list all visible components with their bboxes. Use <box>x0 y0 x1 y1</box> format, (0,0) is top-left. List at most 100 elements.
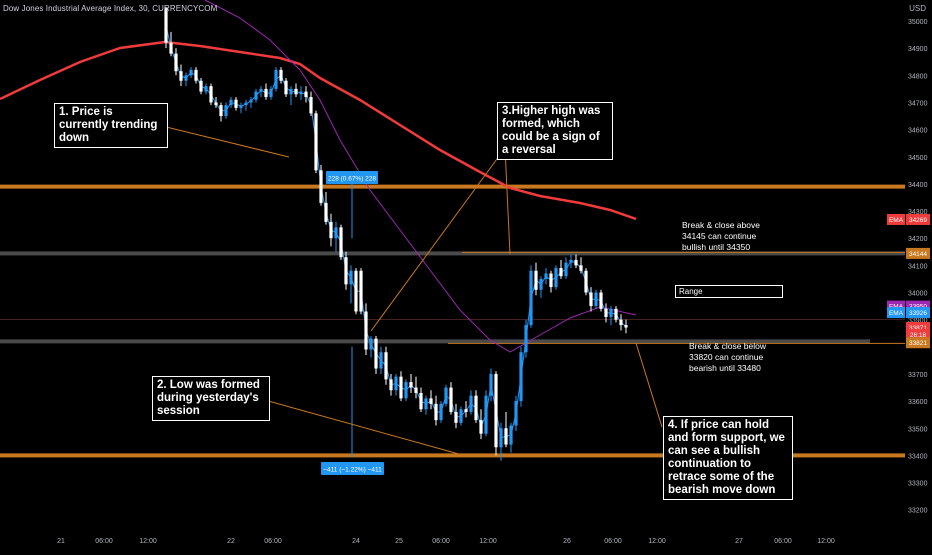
x-tick-label: 06:00 <box>432 538 450 545</box>
candle-body <box>424 398 428 410</box>
candle-body <box>439 403 443 421</box>
price-tag-bg <box>906 337 930 349</box>
y-tick-label: 34700 <box>908 100 928 107</box>
candle-body <box>199 80 203 92</box>
level-resistance-34390 <box>0 184 905 189</box>
candle-body <box>404 382 408 399</box>
candle-body <box>339 227 343 258</box>
y-tick-label: 34000 <box>908 291 928 298</box>
price-tag-prefix-bg <box>887 213 905 225</box>
price-tag-prefix-bg <box>887 300 905 312</box>
annotation-text-1: 1. Price is currently trending down <box>59 106 158 144</box>
candle-body <box>519 352 523 402</box>
chart-title: Dow Jones Industrial Average Index, 30, … <box>3 4 218 13</box>
candle-body <box>444 387 448 404</box>
candle-body <box>394 376 398 391</box>
candle-body <box>214 102 218 106</box>
price-tag-bg <box>906 322 930 334</box>
candle-body <box>229 99 233 106</box>
candle-body <box>264 88 268 98</box>
candle-body <box>524 325 528 353</box>
arrow-3b <box>504 147 511 255</box>
candle-body <box>464 409 468 412</box>
candle-body <box>384 352 388 380</box>
candle-body <box>289 88 293 95</box>
price-tag-bg <box>906 247 930 259</box>
candle-body <box>359 270 363 312</box>
measure-down-label: −411 (−1.22%) −411 <box>323 467 382 474</box>
price-tag-bg <box>906 300 930 312</box>
x-tick-label: 26 <box>563 538 571 545</box>
level-support-33400 <box>0 453 905 458</box>
candle-body <box>414 387 418 393</box>
candle-body <box>569 259 573 263</box>
break-above-note[interactable]: Break & close above 34145 can continue b… <box>682 220 782 253</box>
x-tick-label: 06:00 <box>95 538 113 545</box>
annotation-box-4[interactable]: 4. If price can hold and form support, w… <box>663 416 793 500</box>
candle-body <box>434 403 438 421</box>
candle-body <box>399 376 403 399</box>
candle-body <box>349 270 353 285</box>
x-tick-label: 12:00 <box>648 538 666 545</box>
candle-body <box>574 259 578 266</box>
candle-body <box>309 97 313 114</box>
price-tag-bg <box>906 329 930 341</box>
candle-body <box>554 268 558 288</box>
candle-body <box>244 102 248 106</box>
measure-up-label-bg <box>326 171 378 184</box>
candle-body <box>544 273 548 279</box>
x-tick-label: 27 <box>735 538 743 545</box>
y-tick-label: 33900 <box>908 318 928 325</box>
level-range-top-34144 <box>0 251 905 256</box>
price-tag-bg <box>906 213 930 225</box>
candle-body <box>334 227 338 239</box>
candle-body <box>599 292 603 309</box>
break-below-note[interactable]: Break & close below 33820 can continue b… <box>689 341 789 374</box>
candle-body <box>314 113 318 171</box>
ema-red-line <box>0 40 637 221</box>
y-tick-label: 34800 <box>908 73 928 80</box>
candle-body <box>189 69 193 76</box>
candle-body <box>419 392 423 410</box>
y-tick-label: 33400 <box>908 453 928 460</box>
candle-body <box>279 69 283 81</box>
x-tick-label: 06:00 <box>604 538 622 545</box>
candle-body <box>169 42 173 54</box>
candle-body <box>624 325 628 328</box>
x-tick-label: 06:00 <box>774 538 792 545</box>
annotation-text-3: 3.Higher high was formed, which could be… <box>502 105 601 156</box>
arrow-1 <box>157 124 290 158</box>
candle-body <box>534 270 538 290</box>
candle-body <box>514 401 518 426</box>
annotation-box-1[interactable]: 1. Price is currently trending down <box>54 103 168 148</box>
y-tick-label: 33200 <box>908 508 928 515</box>
x-tick-label: 24 <box>352 538 360 545</box>
candle-body <box>409 382 413 388</box>
annotation-text-2: 2. Low was formed during yesterday's ses… <box>157 379 260 417</box>
candle-body <box>184 75 188 81</box>
currency-label: USD <box>909 4 926 13</box>
candle-body <box>274 69 278 89</box>
candle-body <box>529 270 533 326</box>
annotation-box-2[interactable]: 2. Low was formed during yesterday's ses… <box>152 376 270 421</box>
annotation-text-4: 4. If price can hold and form support, w… <box>668 419 785 496</box>
range-label[interactable]: Range <box>675 285 783 298</box>
annotation-box-3[interactable]: 3.Higher high was formed, which could be… <box>497 102 613 160</box>
candle-body <box>609 308 613 317</box>
candle-body <box>344 257 348 285</box>
price-tag-text: 33871 <box>909 325 927 332</box>
candle-body <box>164 7 168 43</box>
price-tag-prefix-bg <box>887 307 905 319</box>
ema-purple-line <box>204 0 637 353</box>
y-tick-label: 34500 <box>908 155 928 162</box>
candle-body <box>259 88 263 92</box>
price-tag-text: 33926 <box>909 310 927 317</box>
price-tag-prefix: EMA <box>889 217 904 224</box>
arrow-2 <box>260 398 467 457</box>
candle-body <box>549 273 553 288</box>
candle-body <box>324 202 328 222</box>
candle-body <box>429 398 433 404</box>
candle-body <box>499 428 503 448</box>
